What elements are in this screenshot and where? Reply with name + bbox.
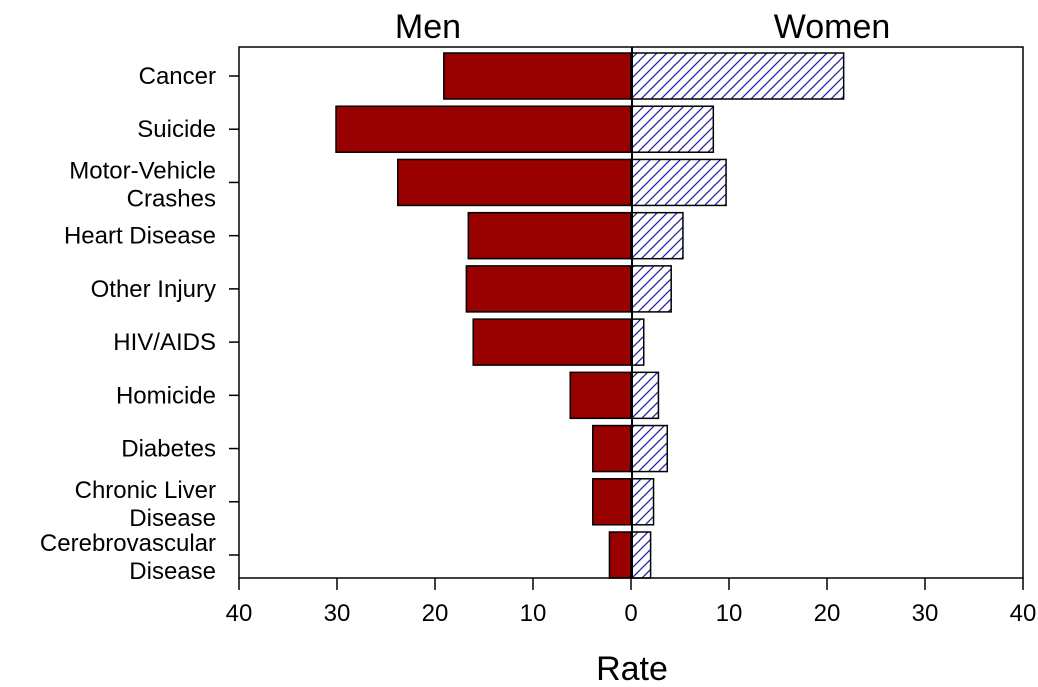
women-bar <box>630 52 845 100</box>
x-tick-label: 20 <box>814 600 841 627</box>
women-bar <box>630 158 727 207</box>
category-label: Heart Disease <box>64 223 216 250</box>
x-axis-title: Rate <box>596 650 668 687</box>
x-tick-label: 10 <box>520 600 547 627</box>
category-label: Motor-Vehicle Crashes <box>69 157 216 212</box>
category-label: Suicide <box>137 116 216 143</box>
category-label: HIV/AIDS <box>113 329 216 356</box>
category-label: Other Injury <box>91 276 216 303</box>
women-bar <box>630 265 672 313</box>
category-label: Cancer <box>139 63 216 90</box>
category-label: Diabetes <box>121 436 216 463</box>
category-label: Cerebrovascular Disease <box>40 530 216 585</box>
category-label: Chronic Liver Disease <box>75 477 216 532</box>
men-bar <box>592 478 632 526</box>
men-bar <box>569 371 632 420</box>
women-bar <box>630 371 660 420</box>
x-tick-label: 0 <box>624 600 637 627</box>
women-bar <box>630 478 655 526</box>
x-tick-label: 30 <box>324 600 351 627</box>
men-bar <box>443 52 632 100</box>
x-tick-label: 20 <box>422 600 449 627</box>
x-tick-label: 30 <box>912 600 939 627</box>
men-bar <box>608 531 632 579</box>
category-label: Homicide <box>116 382 216 409</box>
men-bar <box>335 105 632 153</box>
women-bar <box>630 424 669 473</box>
men-bar <box>472 318 632 366</box>
x-tick-label: 10 <box>716 600 743 627</box>
women-bar <box>630 105 715 153</box>
x-tick-label: 40 <box>1010 600 1037 627</box>
women-bar <box>630 531 652 579</box>
men-bar <box>465 265 632 313</box>
men-bar <box>397 158 632 207</box>
men-bar <box>592 424 632 473</box>
left-header: Men <box>395 8 461 46</box>
right-header: Women <box>774 8 891 46</box>
men-bar <box>467 211 632 260</box>
x-tick-label: 40 <box>226 600 253 627</box>
women-bar <box>630 211 684 260</box>
